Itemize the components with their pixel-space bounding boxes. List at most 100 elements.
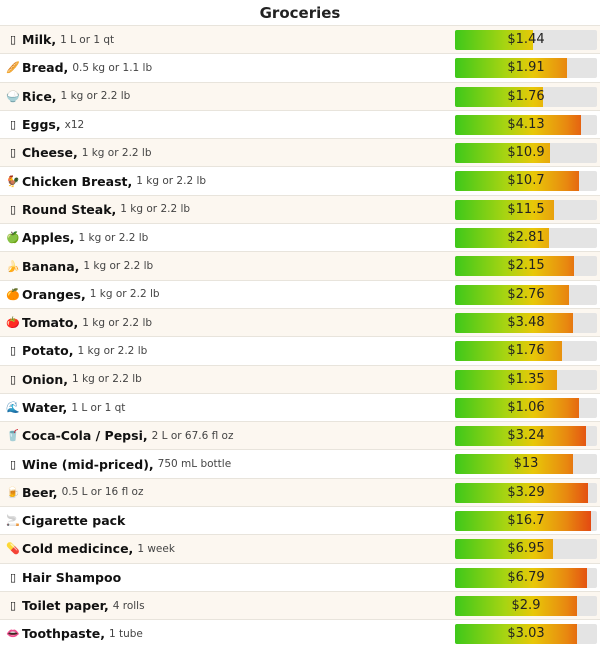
list-item: ▯ Cheese, 1 kg or 2.2 lb $10.9	[0, 138, 600, 167]
item-icon: 🥖	[6, 61, 20, 75]
price-label: $3.03	[507, 626, 545, 642]
price-bar: $11.5	[455, 199, 597, 220]
price-bar: $10.9	[455, 143, 597, 164]
item-name: Apples,	[22, 230, 75, 246]
price-bar-fill	[455, 567, 588, 588]
price-bar-fill	[455, 86, 544, 107]
price-bar-fill	[455, 539, 553, 560]
grocery-list: ▯ Milk, 1 L or 1 qt $1.44 🥖 Bread, 0.5 kg…	[0, 25, 600, 648]
item-icon: 🍅	[6, 316, 20, 330]
price-label: $3.29	[507, 484, 545, 500]
list-item: 🍅 Tomato, 1 kg or 2.2 lb $3.48	[0, 307, 600, 337]
item-detail: 1 kg or 2.2 lb	[81, 146, 152, 159]
item-detail: 1 kg or 2.2 lb	[89, 288, 160, 301]
price-bar-fill	[455, 397, 579, 418]
item-icon: ▯	[9, 33, 17, 47]
item-name: Toothpaste,	[22, 626, 105, 642]
item-icon: ▯	[9, 146, 17, 160]
item-icon: 🍊	[6, 287, 20, 301]
item-detail: 0.5 kg or 1.1 lb	[72, 61, 153, 74]
item-name: Coca-Cola / Pepsi,	[22, 428, 148, 444]
item-icon: 🍚	[6, 89, 20, 103]
item-name: Milk,	[22, 32, 57, 48]
item-detail: 1 week	[137, 542, 175, 555]
page-title: Groceries	[259, 4, 341, 22]
price-bar: $1.76	[455, 86, 597, 107]
item-icon: 🌊	[6, 401, 20, 414]
item-detail: 1 L or 1 qt	[71, 401, 126, 414]
item-icon: 👄	[6, 627, 20, 641]
item-icon: 🍺	[6, 485, 20, 499]
price-label: $2.76	[507, 286, 545, 302]
list-item: 🍏 Apples, 1 kg or 2.2 lb $2.81	[0, 223, 600, 251]
item-name: Potato,	[22, 343, 74, 359]
item-detail: 1 kg or 2.2 lb	[72, 373, 142, 386]
item-name: Chicken Breast,	[22, 173, 133, 189]
item-name: Eggs,	[22, 117, 61, 133]
price-label: $11.5	[507, 201, 545, 217]
item-name: Cheese,	[22, 145, 78, 161]
item-detail: 1 kg or 2.2 lb	[83, 260, 154, 273]
price-label: $1.35	[507, 371, 545, 387]
item-name: Tomato,	[22, 315, 79, 331]
item-icon: ▯	[9, 457, 17, 471]
item-detail: 4 rolls	[112, 599, 145, 612]
list-item: 🌊 Water, 1 L or 1 qt $1.06	[0, 392, 600, 421]
item-name: Rice,	[22, 88, 57, 104]
item-name: Banana,	[22, 258, 80, 274]
item-icon: 🍏	[6, 231, 20, 245]
price-bar-fill	[455, 228, 549, 249]
list-item: 💊 Cold medicince, 1 week $6.95	[0, 534, 600, 563]
item-detail: 1 kg or 2.2 lb	[78, 231, 149, 244]
item-name: Cold medicince,	[22, 541, 134, 557]
item-detail: 2 L or 67.6 fl oz	[151, 429, 234, 442]
price-label: $1.44	[507, 32, 545, 47]
item-detail: 1 kg or 2.2 lb	[77, 344, 148, 357]
price-bar-fill	[455, 284, 569, 305]
item-detail: 1 L or 1 qt	[60, 33, 115, 46]
price-bar: $4.13	[455, 114, 597, 135]
item-detail: 1 kg or 2.2 lb	[60, 90, 131, 103]
price-bar: $3.24	[455, 426, 597, 447]
item-icon: 🐓	[6, 174, 20, 188]
price-bar-fill	[455, 199, 555, 220]
price-bar-fill	[455, 114, 582, 135]
item-name: Toilet paper,	[22, 598, 109, 614]
price-bar-fill	[455, 143, 551, 164]
price-bar-fill	[455, 30, 534, 50]
price-bar: $3.48	[455, 312, 597, 333]
price-bar-fill	[455, 624, 578, 645]
price-label: $2.81	[507, 230, 545, 246]
item-name: Bread,	[22, 60, 69, 76]
item-icon: ▯	[9, 599, 17, 613]
price-bar: $3.29	[455, 482, 597, 503]
price-bar-fill	[455, 454, 573, 475]
price-bar-fill	[455, 426, 586, 447]
list-item: ▯ Potato, 1 kg or 2.2 lb $1.76	[0, 336, 600, 364]
price-bar-fill	[455, 595, 578, 616]
list-item: ▯ Toilet paper, 4 rolls $2.9	[0, 590, 600, 620]
item-name: Cigarette pack	[22, 513, 126, 529]
list-item: ▯ Round Steak, 1 kg or 2.2 lb $11.5	[0, 194, 600, 224]
price-bar: $13	[455, 454, 597, 475]
item-icon: 🍌	[6, 259, 20, 273]
item-icon: 💊	[6, 542, 20, 556]
price-label: $6.95	[507, 541, 545, 557]
list-item: ▯ Eggs, x12 $4.13	[0, 109, 600, 138]
price-bar-fill	[455, 369, 558, 390]
price-bar: $6.79	[455, 567, 597, 588]
item-icon: 🚬	[6, 514, 20, 528]
item-detail: 0.5 L or 16 fl oz	[61, 486, 144, 499]
item-name: Round Steak,	[22, 201, 117, 217]
list-item: ▯ Milk, 1 L or 1 qt $1.44	[0, 25, 600, 54]
price-label: $1.76	[507, 343, 545, 359]
price-label: $3.24	[507, 428, 545, 444]
item-name: Onion,	[22, 371, 69, 387]
price-bar: $1.35	[455, 369, 597, 390]
list-item: 🐓 Chicken Breast, 1 kg or 2.2 lb $10.7	[0, 166, 600, 194]
price-label: $10.7	[507, 173, 545, 189]
price-label: $10.9	[507, 145, 545, 161]
item-detail: 1 kg or 2.2 lb	[136, 175, 207, 188]
price-bar-fill	[455, 256, 575, 277]
item-detail: 1 kg or 2.2 lb	[120, 203, 191, 216]
